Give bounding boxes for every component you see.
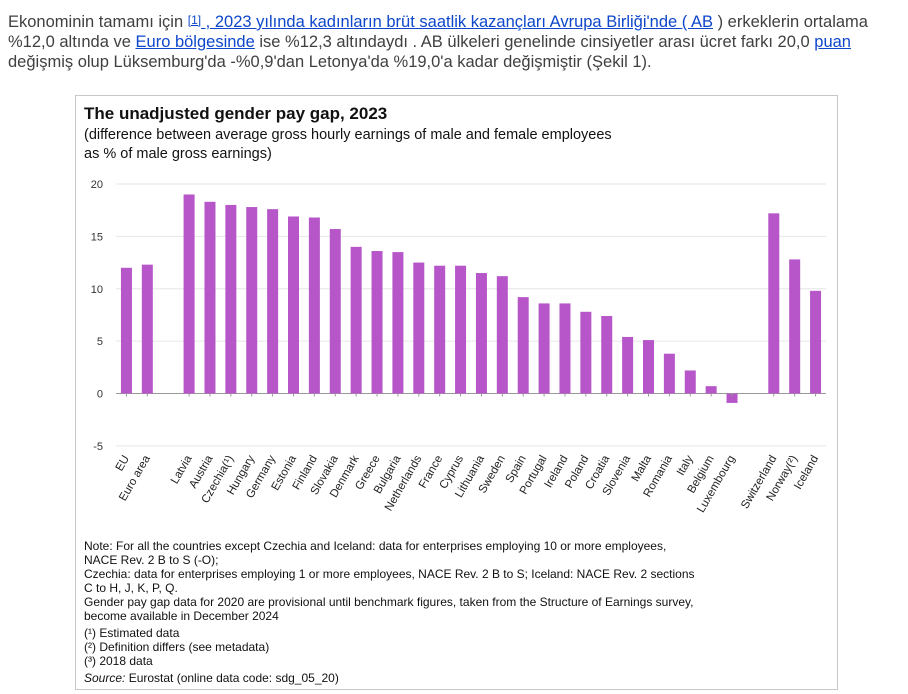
eu-link[interactable]: , 2023 yılında kadınların brüt saatlik k… — [201, 13, 713, 31]
chart-subtitle-line-2: as % of male gross earnings) — [84, 146, 272, 162]
intro-text-4: değişmiş olup Lüksemburg'da -%0,9'dan Le… — [8, 53, 652, 71]
bar — [789, 259, 801, 394]
intro-text-1: Ekonominin tamamı için — [8, 13, 188, 31]
bar — [768, 213, 780, 394]
footnote-3: (³) 2018 data — [84, 654, 153, 668]
source-line: Source: Eurostat (online data code: sdg_… — [84, 671, 829, 685]
bar — [288, 216, 299, 394]
bar — [663, 353, 675, 394]
bar — [643, 340, 654, 394]
bar — [475, 273, 487, 394]
bar — [413, 262, 425, 394]
bar — [183, 194, 195, 394]
source-label: Source: — [84, 671, 126, 685]
y-tick-label: 15 — [91, 231, 103, 243]
bar — [204, 201, 216, 394]
bar — [434, 265, 446, 394]
x-tick-label: EU — [114, 454, 132, 474]
y-tick-label: -5 — [93, 441, 103, 453]
note-line-5: Gender pay gap data for 2020 are provisi… — [84, 595, 694, 609]
bar — [684, 370, 696, 394]
bar — [392, 252, 404, 394]
chart-notes: Note: For all the countries except Czech… — [84, 539, 829, 685]
note-line-2: NACE Rev. 2 B to S (-O); — [84, 553, 219, 567]
bar — [225, 204, 237, 394]
y-tick-label: 10 — [91, 284, 103, 296]
bar — [559, 303, 571, 394]
note-line-1: Note: For all the countries except Czech… — [84, 539, 667, 553]
bar — [267, 209, 279, 394]
bar — [246, 207, 258, 394]
y-tick-label: 0 — [97, 389, 103, 401]
source-text: Eurostat (online data code: sdg_05_20) — [125, 671, 339, 685]
intro-text-2: ) erkeklerin ortalama %12,0 altında ve — [8, 13, 868, 51]
bar — [601, 315, 613, 394]
bar — [622, 336, 634, 394]
figure-panel: The unadjusted gender pay gap, 2023 (dif… — [75, 95, 838, 690]
y-tick-label: 5 — [97, 336, 103, 348]
bar — [308, 217, 320, 394]
x-tick-label: Italy — [675, 453, 696, 477]
euro-area-link[interactable]: Euro bölgesinde — [135, 33, 255, 51]
footnote-ref-link[interactable]: [1] — [187, 13, 202, 27]
bar — [705, 386, 717, 394]
footnote-2: (²) Definition differs (see metadata) — [84, 640, 270, 654]
chart-subtitle: (difference between average gross hourly… — [84, 126, 784, 164]
note-line-6: become available in December 2024 — [84, 609, 279, 623]
bar — [371, 251, 383, 394]
bar — [726, 393, 738, 403]
points-link[interactable]: puan — [814, 33, 851, 51]
chart-subtitle-line-1: (difference between average gross hourly… — [84, 127, 612, 143]
intro-paragraph: Ekonominin tamamı için [1] , 2023 yılınd… — [8, 12, 900, 72]
bar — [350, 246, 362, 394]
bar — [517, 297, 529, 394]
bar — [120, 267, 132, 394]
bar — [538, 303, 550, 394]
note-line-3: Czechia: data for enterprises employing … — [84, 567, 695, 581]
bar — [810, 290, 822, 394]
bar — [580, 311, 592, 394]
bar — [496, 276, 508, 394]
intro-text-3: ise %12,3 altındaydı . AB ülkeleri genel… — [254, 33, 815, 51]
bar — [329, 229, 341, 394]
footnote-1: (¹) Estimated data — [84, 626, 180, 640]
note-line-4: C to H, J, K, P, Q. — [84, 581, 178, 595]
y-tick-label: 20 — [91, 179, 103, 191]
bar — [141, 264, 153, 394]
chart-title: The unadjusted gender pay gap, 2023 — [84, 104, 388, 123]
bar — [455, 265, 467, 394]
